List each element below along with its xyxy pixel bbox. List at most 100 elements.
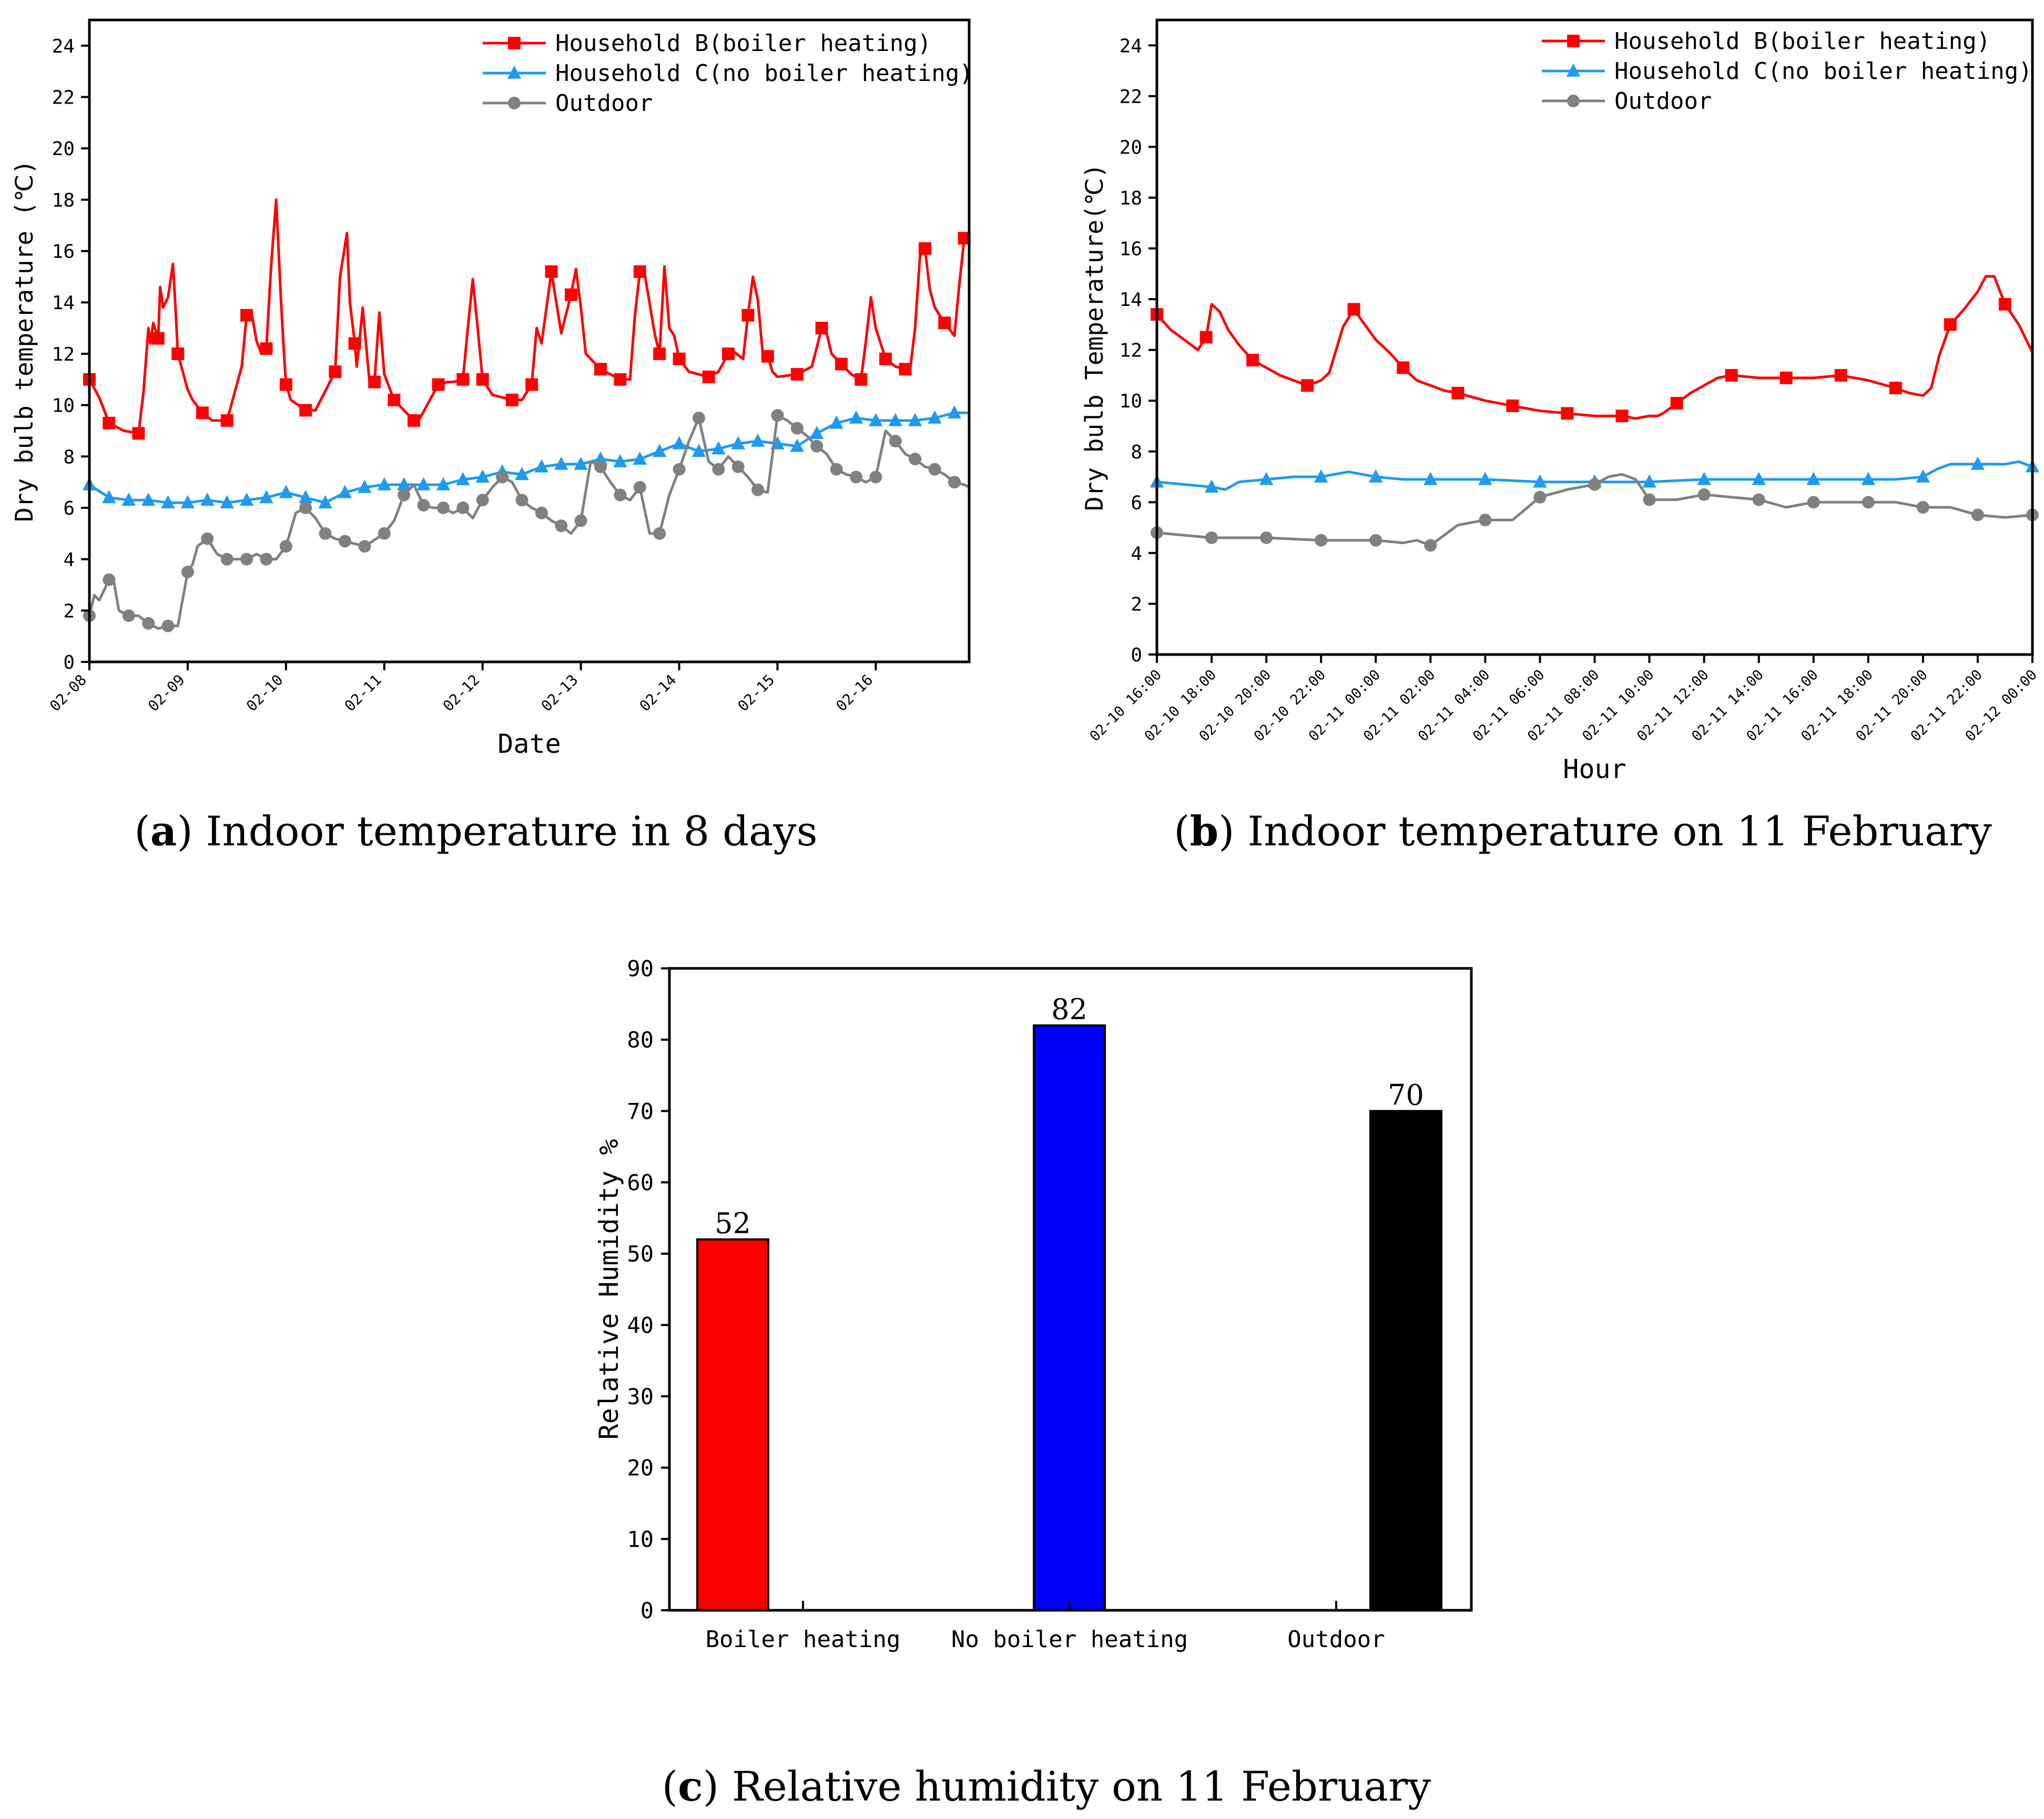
data-point <box>1889 382 1902 395</box>
legend-label: Household B(boiler heating) <box>1614 28 1990 55</box>
data-point <box>712 463 725 476</box>
data-point <box>810 425 824 440</box>
caption: (b) Indoor temperature on 11 February <box>1174 808 1992 855</box>
data-point <box>554 456 568 470</box>
y-tick-label: 40 <box>627 1312 654 1338</box>
data-point <box>731 460 745 473</box>
data-point <box>279 540 292 553</box>
data-point <box>417 499 430 512</box>
caption-text: Indoor temperature on 11 February <box>1235 808 1992 855</box>
data-point <box>279 485 293 498</box>
data-point <box>1369 534 1382 547</box>
data-point <box>731 436 745 449</box>
y-tick-label: 60 <box>627 1170 654 1195</box>
data-point <box>673 352 686 365</box>
x-tick-label: 02-09 <box>145 671 188 715</box>
data-point <box>388 393 401 406</box>
legend-marker <box>508 97 521 109</box>
data-point <box>432 378 445 391</box>
series-line-square <box>1156 275 2034 420</box>
data-point <box>407 414 420 427</box>
series-line-triangle <box>1156 460 2033 491</box>
data-point <box>594 363 607 376</box>
legend-label: Household B(boiler heating) <box>555 30 931 57</box>
data-point <box>456 373 470 386</box>
legend-marker <box>1567 35 1580 47</box>
y-tick-label: 10 <box>52 395 75 417</box>
data-point <box>928 463 941 476</box>
data-point <box>201 532 214 545</box>
bar <box>1033 1024 1106 1611</box>
x-tick-label: 02-10 <box>243 671 287 715</box>
data-point <box>750 433 765 447</box>
bar-data-label: 82 <box>1051 993 1087 1026</box>
x-tick-label: 02-14 <box>636 671 680 715</box>
plot-frame <box>1155 18 2034 656</box>
caption: (c) Relative humidity on 11 February <box>662 1763 1431 1811</box>
data-point <box>1533 490 1547 504</box>
data-point <box>398 488 411 502</box>
data-point <box>613 454 627 467</box>
data-point <box>928 410 942 424</box>
plot-frame <box>88 18 971 663</box>
data-point <box>1451 386 1465 400</box>
data-point <box>368 375 381 389</box>
data-point <box>1752 472 1766 485</box>
y-tick-label: 8 <box>63 446 75 468</box>
data-point <box>534 459 549 473</box>
caption-letter: b <box>1190 808 1219 855</box>
data-point <box>436 477 451 490</box>
legend-marker <box>1567 95 1580 107</box>
data-point <box>358 479 372 493</box>
data-point <box>319 527 332 540</box>
caption-text: Relative humidity on 11 February <box>719 1763 1431 1811</box>
legend-marker <box>508 37 521 49</box>
series-line-circle <box>1156 473 2033 547</box>
data-point <box>1806 472 1821 485</box>
data-point <box>1725 369 1738 382</box>
data-point <box>1397 361 1410 374</box>
data-point <box>151 332 165 345</box>
y-tick-label: 16 <box>52 241 75 263</box>
data-point <box>1301 379 1314 392</box>
data-point <box>673 463 686 476</box>
data-point <box>1246 353 1259 366</box>
data-point <box>220 553 233 566</box>
data-point <box>318 495 332 508</box>
data-point <box>692 412 705 425</box>
data-point <box>132 427 145 440</box>
y-tick-label: 4 <box>63 549 75 571</box>
data-point <box>830 463 843 476</box>
series-line-square <box>88 198 970 435</box>
caption: (a) Indoor temperature in 8 days <box>134 808 817 855</box>
x-tick-label: 02-13 <box>538 671 582 715</box>
data-point <box>751 483 765 496</box>
data-point <box>525 378 538 391</box>
data-point <box>593 451 608 465</box>
bar-data-label: 52 <box>715 1207 751 1240</box>
data-point <box>948 476 961 489</box>
data-point <box>790 438 805 452</box>
data-point <box>829 415 843 429</box>
data-point <box>476 494 489 507</box>
y-tick-label: 70 <box>627 1098 654 1124</box>
data-point <box>299 404 312 417</box>
data-point <box>339 535 352 548</box>
y-tick-label: 8 <box>1131 442 1142 463</box>
data-point <box>259 490 273 504</box>
data-point <box>1369 469 1383 483</box>
data-point <box>1561 407 1574 420</box>
legend-label: Outdoor <box>555 90 653 117</box>
data-point <box>535 506 548 519</box>
y-tick-label: 2 <box>1131 594 1142 615</box>
data-point <box>141 492 156 506</box>
legend-marker <box>1566 63 1581 77</box>
y-tick-label: 0 <box>63 652 75 673</box>
data-point <box>1998 298 2011 311</box>
data-point <box>299 501 312 514</box>
data-point <box>161 495 175 508</box>
data-point <box>835 357 848 371</box>
data-point <box>1642 474 1656 488</box>
y-tick-label: 0 <box>640 1598 654 1623</box>
